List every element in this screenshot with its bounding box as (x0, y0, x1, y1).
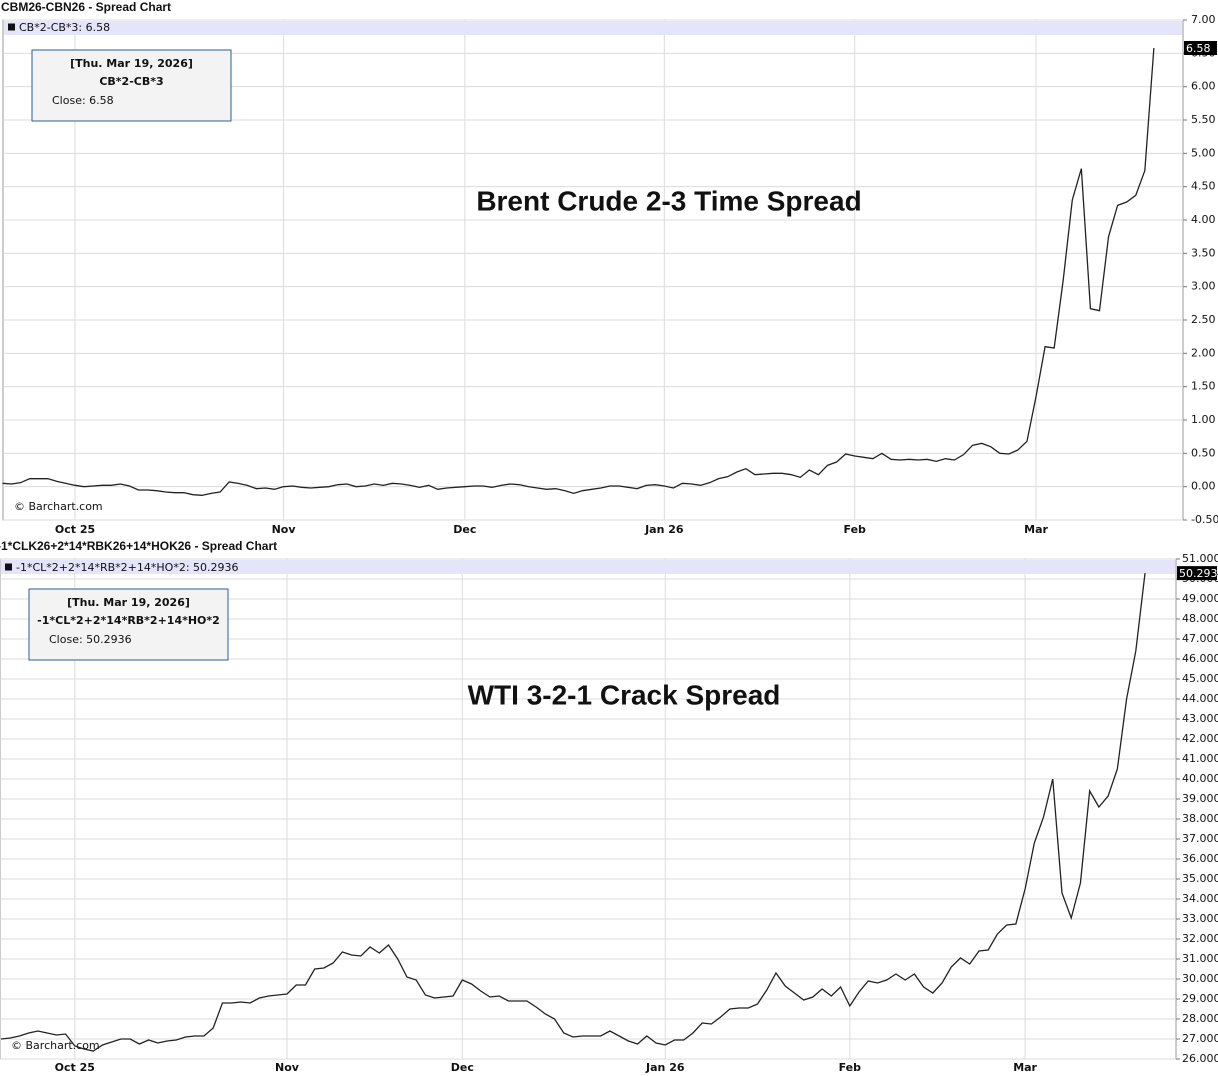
y-tick-label: 1.50 (1191, 380, 1216, 393)
y-tick-label: 26.0000 (1182, 1052, 1218, 1065)
x-tick-label: Mar (1024, 523, 1048, 536)
last-value-label: 6.58 (1186, 42, 1211, 55)
y-tick-label: 38.0000 (1182, 812, 1218, 825)
annotation: WTI 3-2-1 Crack Spread (468, 679, 781, 710)
y-tick-label: 30.0000 (1182, 972, 1218, 985)
y-tick-label: 31.0000 (1182, 952, 1218, 965)
y-tick-label: 28.0000 (1182, 1012, 1218, 1025)
y-tick-label: 45.0000 (1182, 672, 1218, 685)
x-tick-label: Dec (453, 523, 476, 536)
x-tick-label: Feb (839, 1061, 862, 1074)
chart-title: -1*CLK26+2*14*RBK26+14*HOK26 - Spread Ch… (0, 539, 277, 553)
y-tick-label: 42.0000 (1182, 732, 1218, 745)
tooltip-close: Close: 50.2936 (49, 633, 132, 646)
last-value-tag (1184, 41, 1217, 55)
y-tick-label: 49.0000 (1182, 592, 1218, 605)
y-tick-label: 39.0000 (1182, 792, 1218, 805)
y-tick-label: 43.0000 (1182, 712, 1218, 725)
y-tick-label: 46.0000 (1182, 652, 1218, 665)
x-tick-label: Oct 25 (55, 523, 95, 536)
y-tick-label: 5.00 (1191, 146, 1216, 159)
watermark: © Barchart.com (11, 1039, 100, 1052)
legend-text: -1*CL*2+2*14*RB*2+14*HO*2: 50.2936 (16, 561, 239, 574)
tooltip-symbol: -1*CL*2+2*14*RB*2+14*HO*2 (37, 614, 220, 627)
y-tick-label: 48.0000 (1182, 612, 1218, 625)
series-line (2, 47, 1155, 496)
tooltip-close: Close: 6.58 (52, 94, 114, 107)
y-tick-label: 0.50 (1191, 446, 1216, 459)
y-tick-label: 7.00 (1191, 13, 1216, 26)
y-tick-label: 5.50 (1191, 113, 1216, 126)
watermark: © Barchart.com (14, 500, 103, 513)
y-tick-label: 33.0000 (1182, 912, 1218, 925)
y-tick-label: 35.0000 (1182, 872, 1218, 885)
legend-strip (1, 560, 1175, 574)
x-tick-label: Nov (272, 523, 297, 536)
y-tick-label: 44.0000 (1182, 692, 1218, 705)
annotation: Brent Crude 2-3 Time Spread (476, 185, 861, 216)
tooltip-box (28, 588, 229, 661)
chart-title: CBM26-CBN26 - Spread Chart (1, 0, 171, 14)
x-tick-label: Dec (451, 1061, 474, 1074)
y-tick-label: -0.50 (1191, 513, 1218, 526)
legend-swatch (8, 23, 15, 31)
y-tick-label: 41.0000 (1182, 752, 1218, 765)
tooltip-date: [Thu. Mar 19, 2026] (70, 57, 193, 70)
y-tick-label: 37.0000 (1182, 832, 1218, 845)
last-value-label: 50.2936 (1179, 567, 1218, 580)
y-tick-label: 4.50 (1191, 180, 1216, 193)
y-tick-label: 0.00 (1191, 480, 1216, 493)
y-tick-label: 3.00 (1191, 280, 1216, 293)
legend-strip (4, 21, 1182, 35)
last-value-tag (1177, 566, 1217, 581)
y-tick-label: 4.00 (1191, 213, 1216, 226)
y-tick-label: 3.50 (1191, 246, 1216, 259)
tooltip-symbol: CB*2-CB*3 (99, 75, 163, 88)
x-tick-label: Jan 26 (644, 523, 684, 536)
y-tick-label: 1.00 (1191, 413, 1216, 426)
y-tick-label: 34.0000 (1182, 892, 1218, 905)
y-tick-label: 47.0000 (1182, 632, 1218, 645)
y-tick-label: 29.0000 (1182, 992, 1218, 1005)
tooltip-box (31, 49, 232, 122)
y-tick-label: 40.0000 (1182, 772, 1218, 785)
x-tick-label: Jan 26 (645, 1061, 685, 1074)
legend-text: CB*2-CB*3: 6.58 (19, 21, 110, 34)
series-line (0, 573, 1146, 1052)
x-tick-label: Mar (1013, 1061, 1037, 1074)
x-tick-label: Nov (275, 1061, 300, 1074)
legend-swatch (5, 563, 12, 571)
y-tick-label: 36.0000 (1182, 852, 1218, 865)
x-tick-label: Oct 25 (55, 1061, 95, 1074)
x-tick-label: Feb (844, 523, 867, 536)
y-tick-label: 6.00 (1191, 80, 1216, 93)
y-tick-label: 51.0000 (1182, 552, 1218, 565)
y-tick-label: 2.00 (1191, 346, 1216, 359)
tooltip-date: [Thu. Mar 19, 2026] (67, 596, 190, 609)
y-tick-label: 27.0000 (1182, 1032, 1218, 1045)
y-tick-label: 2.50 (1191, 313, 1216, 326)
y-tick-label: 32.0000 (1182, 932, 1218, 945)
